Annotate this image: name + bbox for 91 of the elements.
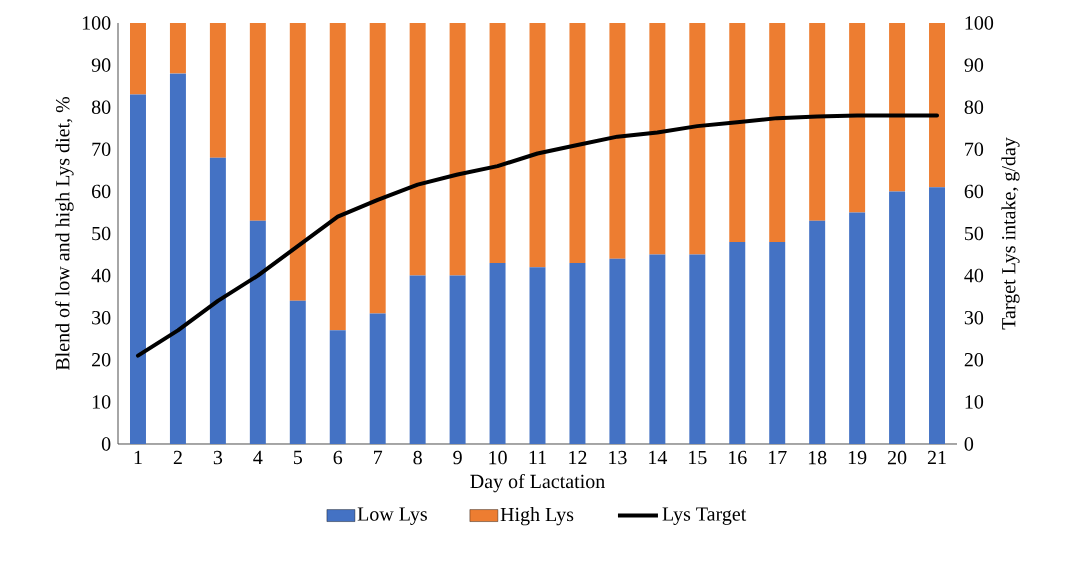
bar bbox=[569, 22, 586, 263]
y2-tick-label: 70 bbox=[965, 142, 984, 157]
bar bbox=[289, 300, 306, 444]
x-tick-label: 8 bbox=[413, 450, 422, 465]
x-tick-label: 1 bbox=[134, 450, 142, 465]
y-tick-label: 90 bbox=[91, 58, 111, 72]
bar bbox=[329, 330, 346, 444]
y2-tick-label: 0 bbox=[964, 437, 974, 451]
bar bbox=[609, 22, 626, 259]
x-tick-label: 7 bbox=[374, 450, 383, 464]
y-tick-label: 10 bbox=[92, 395, 111, 409]
x-tick-label: 3 bbox=[213, 450, 223, 465]
bar bbox=[409, 275, 426, 444]
bar bbox=[569, 262, 586, 444]
y-axis-title: Blend of low and high Lys diet, % bbox=[55, 96, 74, 371]
y-tick-label: 80 bbox=[91, 100, 111, 114]
y-tick-label: 60 bbox=[92, 184, 111, 199]
bar bbox=[849, 22, 866, 213]
x-tick-label: 10 bbox=[489, 450, 507, 465]
x-tick-label: 15 bbox=[689, 450, 707, 465]
y2-tick-label: 80 bbox=[964, 100, 984, 114]
y2-tick-label: 20 bbox=[964, 353, 984, 367]
x-tick-label: 17 bbox=[768, 450, 787, 465]
bar bbox=[489, 22, 506, 263]
bar bbox=[409, 22, 426, 276]
bar bbox=[729, 241, 746, 444]
y2-tick-label: 10 bbox=[965, 395, 984, 409]
x-axis-title: Day of Lactation bbox=[470, 473, 605, 493]
x-tick-label: 19 bbox=[848, 450, 867, 465]
bar bbox=[289, 22, 306, 301]
bar bbox=[729, 22, 746, 242]
y2-tick-label: 90 bbox=[964, 58, 984, 72]
bar bbox=[809, 220, 826, 444]
y-tick-label: 70 bbox=[92, 142, 111, 157]
y-tick-label: 100 bbox=[82, 16, 111, 30]
x-tick-label: 21 bbox=[927, 450, 946, 465]
y2-tick-label: 30 bbox=[964, 310, 984, 325]
x-tick-label: 9 bbox=[453, 450, 462, 465]
bar bbox=[369, 313, 386, 444]
bar bbox=[689, 254, 706, 444]
y-tick-label: 0 bbox=[101, 437, 111, 451]
legend-label: High Lys bbox=[500, 507, 574, 526]
bar bbox=[609, 258, 626, 444]
bar bbox=[449, 22, 466, 276]
bar bbox=[209, 22, 226, 158]
bar bbox=[769, 22, 786, 242]
bar bbox=[809, 22, 826, 221]
bar bbox=[209, 157, 226, 444]
y-tick-label: 50 bbox=[92, 226, 111, 241]
x-tick-label: 13 bbox=[609, 450, 627, 465]
bar bbox=[449, 275, 466, 444]
bar bbox=[249, 220, 266, 444]
bar bbox=[489, 262, 506, 444]
bar bbox=[649, 254, 666, 444]
y-tick-label: 40 bbox=[91, 268, 111, 283]
bar bbox=[889, 191, 906, 444]
x-tick-label: 6 bbox=[333, 450, 343, 465]
bar bbox=[129, 94, 146, 444]
bar bbox=[529, 22, 546, 268]
bar bbox=[689, 22, 706, 255]
x-tick-label: 11 bbox=[529, 450, 546, 465]
x-tick-label: 2 bbox=[173, 450, 182, 465]
x-tick-label: 4 bbox=[253, 450, 263, 465]
bar bbox=[529, 267, 546, 444]
bar bbox=[249, 22, 266, 221]
bar bbox=[889, 22, 906, 192]
x-tick-label: 5 bbox=[293, 450, 303, 465]
x-tick-label: 18 bbox=[808, 450, 827, 465]
y-tick-label: 20 bbox=[92, 353, 111, 367]
x-tick-label: 20 bbox=[887, 450, 907, 465]
bar bbox=[129, 22, 146, 95]
x-tick-label: 14 bbox=[649, 450, 668, 465]
bar bbox=[849, 212, 866, 444]
bar bbox=[769, 241, 786, 444]
y2-axis-title: Target Lys intake, g/day bbox=[1001, 137, 1020, 330]
bar bbox=[369, 22, 386, 314]
bar bbox=[329, 22, 346, 331]
y2-tick-label: 50 bbox=[965, 226, 984, 241]
x-tick-label: 16 bbox=[729, 450, 747, 465]
bar bbox=[649, 22, 666, 255]
bar bbox=[929, 187, 946, 444]
legend-label: Low Lys bbox=[357, 507, 427, 525]
y-tick-label: 30 bbox=[92, 310, 111, 325]
bar bbox=[169, 22, 186, 74]
bar bbox=[929, 22, 946, 188]
y2-tick-label: 100 bbox=[965, 16, 994, 30]
legend-label: Lys Target bbox=[662, 507, 747, 525]
bar bbox=[169, 73, 186, 444]
x-tick-label: 12 bbox=[569, 450, 587, 465]
y2-tick-label: 60 bbox=[964, 184, 984, 199]
y2-tick-label: 40 bbox=[964, 268, 984, 283]
